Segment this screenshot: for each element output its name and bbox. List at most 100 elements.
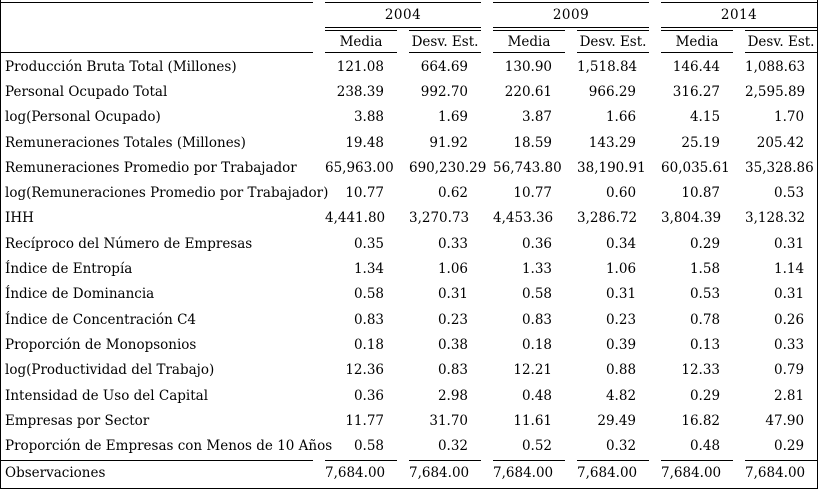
value-cell: 238.39 (336, 83, 384, 100)
row-label: Producción Bruta Total (Millones) (5, 58, 237, 75)
stat-header-media-2004: Media (325, 30, 397, 53)
row-label: Intensidad de Uso del Capital (5, 387, 209, 404)
value-cell: 1.06 (605, 261, 637, 278)
table-row: Empresas por Sector 11.77 31.70 11.61 29… (1, 409, 817, 432)
row-label: Proporción de Monopsonios (5, 336, 197, 353)
stat-header-media-2014: Media (661, 30, 734, 53)
table-row: log(Productividad del Trabajo) 12.36 0.8… (1, 359, 817, 382)
value-cell: 0.29 (689, 235, 721, 252)
value-cell: 91.92 (429, 134, 469, 151)
value-cell: 3,270.73 (409, 210, 470, 227)
value-cell: 0.13 (689, 336, 721, 353)
observations-value: 7,684.00 (745, 459, 817, 486)
value-cell: 3.87 (521, 109, 553, 126)
observations-value: 7,684.00 (409, 459, 482, 486)
row-label: Empresas por Sector (5, 412, 150, 429)
row-label: log(Productividad del Trabajo) (5, 362, 215, 379)
table-row: Proporción de Monopsonios 0.18 0.38 0.18… (1, 333, 817, 356)
value-cell: 0.31 (605, 286, 637, 303)
table-row: Índice de Entropía 1.34 1.06 1.33 1.06 1… (1, 257, 817, 280)
value-cell: 2.81 (773, 387, 805, 404)
value-cell: 12.33 (681, 362, 721, 379)
row-label: Personal Ocupado Total (5, 83, 168, 100)
value-cell: 16.82 (681, 412, 721, 429)
value-cell: 121.08 (336, 58, 384, 75)
row-label: Índice de Dominancia (5, 286, 155, 303)
value-cell: 35,328.86 (745, 159, 814, 176)
value-cell: 664.69 (420, 58, 469, 75)
value-cell: 0.29 (773, 438, 805, 455)
table-row: Producción Bruta Total (Millones) 121.08… (1, 55, 817, 78)
value-cell: 3,128.32 (745, 210, 806, 227)
value-cell: 143.29 (588, 134, 637, 151)
value-cell: 0.58 (353, 286, 384, 303)
year-header-row: 2004 2009 2014 (1, 2, 817, 53)
observations-value: 7,684.00 (577, 459, 650, 486)
value-cell: 0.36 (353, 387, 384, 404)
value-cell: 0.39 (605, 336, 637, 353)
value-cell: 0.32 (605, 438, 637, 455)
value-cell: 0.23 (437, 311, 469, 328)
stat-header-media-2009: Media (493, 30, 566, 53)
value-cell: 11.77 (345, 412, 384, 429)
row-label: log(Remuneraciones Promedio por Trabajad… (5, 185, 329, 202)
corner-cell (1, 2, 313, 53)
value-cell: 0.53 (773, 185, 805, 202)
value-cell: 1.06 (437, 261, 469, 278)
value-cell: 19.48 (345, 134, 384, 151)
table-row: Remuneraciones Totales (Millones) 19.48 … (1, 131, 817, 154)
value-cell: 0.79 (773, 362, 805, 379)
value-cell: 0.60 (605, 185, 637, 202)
value-cell: 0.58 (353, 438, 384, 455)
value-cell: 0.88 (605, 362, 637, 379)
table-row: Índice de Concentración C4 0.83 0.23 0.8… (1, 308, 817, 331)
row-label: Remuneraciones Promedio por Trabajador (5, 159, 297, 176)
row-label: Remuneraciones Totales (Millones) (5, 134, 246, 151)
value-cell: 0.23 (605, 311, 637, 328)
stat-header-desv-2014: Desv. Est. (745, 30, 817, 53)
value-cell: 1,518.84 (577, 58, 638, 75)
value-cell: 0.83 (353, 311, 384, 328)
table-row: Personal Ocupado Total 238.39 992.70 220… (1, 80, 817, 103)
value-cell: 10.87 (681, 185, 721, 202)
value-cell: 11.61 (513, 412, 553, 429)
value-cell: 0.32 (437, 438, 469, 455)
value-cell: 4,453.36 (493, 210, 554, 227)
year-header-2014: 2014 (661, 2, 817, 28)
value-cell: 31.70 (429, 412, 469, 429)
stat-header-desv-2004: Desv. Est. (409, 30, 482, 53)
value-cell: 3,804.39 (661, 210, 722, 227)
value-cell: 4,441.80 (325, 210, 386, 227)
value-cell: 0.26 (773, 311, 805, 328)
value-cell: 0.31 (773, 235, 805, 252)
value-cell: 0.48 (689, 438, 721, 455)
table-row: IHH 4,441.80 3,270.73 4,453.36 3,286.72 … (1, 207, 817, 230)
row-label: log(Personal Ocupado) (5, 109, 161, 126)
value-cell: 0.58 (521, 286, 553, 303)
year-header-2009: 2009 (493, 2, 650, 28)
value-cell: 10.77 (345, 185, 384, 202)
stat-header-row: Media Desv. Est. Media Desv. Est. Media … (1, 30, 817, 53)
value-cell: 0.35 (353, 235, 384, 252)
value-cell: 690,230.29 (409, 159, 487, 176)
value-cell: 25.19 (681, 134, 721, 151)
year-header-2004: 2004 (325, 2, 482, 28)
table-row: log(Personal Ocupado) 3.88 1.69 3.87 1.6… (1, 106, 817, 129)
value-cell: 1.70 (773, 109, 805, 126)
value-cell: 3,286.72 (577, 210, 638, 227)
table-row: log(Remuneraciones Promedio por Trabajad… (1, 181, 817, 204)
value-cell: 0.34 (605, 235, 637, 252)
value-cell: 3.88 (353, 109, 384, 126)
value-cell: 0.83 (437, 362, 469, 379)
value-cell: 0.29 (689, 387, 721, 404)
table-body: Producción Bruta Total (Millones) 121.08… (1, 55, 817, 458)
value-cell: 12.21 (513, 362, 553, 379)
value-cell: 2.98 (437, 387, 469, 404)
value-cell: 205.42 (756, 134, 805, 151)
value-cell: 29.49 (597, 412, 637, 429)
observations-value: 7,684.00 (325, 459, 397, 486)
value-cell: 146.44 (672, 58, 721, 75)
value-cell: 60,035.61 (661, 159, 730, 176)
